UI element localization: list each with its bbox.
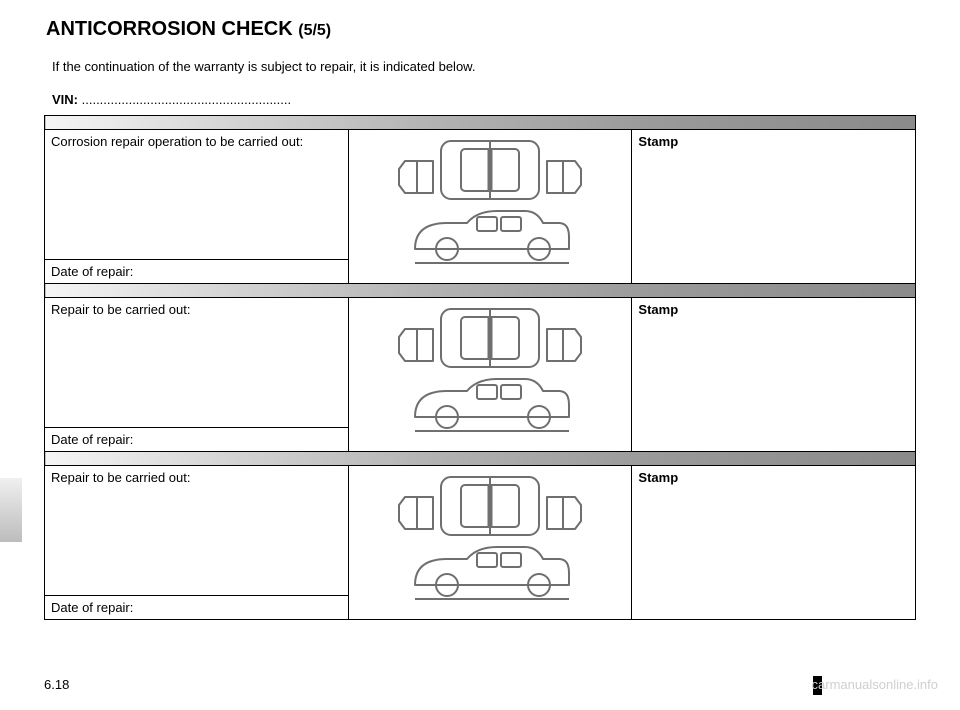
car-diagram-icon — [385, 473, 595, 613]
repair-label-cell: Repair to be carried out: — [45, 298, 349, 428]
section-row: Repair to be carried out: — [45, 466, 916, 596]
intro-text: If the continuation of the warranty is s… — [52, 59, 916, 74]
diagram-cell — [348, 466, 632, 620]
title-part: (5/5) — [298, 22, 331, 39]
repair-label-cell: Corrosion repair operation to be carried… — [45, 130, 349, 260]
date-label-cell: Date of repair: — [45, 260, 349, 284]
page-number: 6.18 — [44, 677, 69, 692]
page-title: ANTICORROSION CHECK (5/5) — [46, 18, 916, 41]
page: ANTICORROSION CHECK (5/5) If the continu… — [0, 0, 960, 710]
side-tab — [0, 478, 22, 542]
divider-row — [45, 116, 916, 130]
car-diagram-icon — [385, 305, 595, 445]
stamp-cell: Stamp — [632, 130, 916, 284]
divider-row — [45, 284, 916, 298]
divider-row — [45, 452, 916, 466]
vin-dots: ........................................… — [82, 92, 292, 107]
diagram-cell — [348, 130, 632, 284]
car-diagram-icon — [385, 137, 595, 277]
stamp-cell: Stamp — [632, 466, 916, 620]
date-label-cell: Date of repair: — [45, 596, 349, 620]
stamp-cell: Stamp — [632, 298, 916, 452]
title-main: ANTICORROSION CHECK — [46, 18, 298, 40]
vin-line: VIN: ...................................… — [52, 92, 916, 107]
repair-label-cell: Repair to be carried out: — [45, 466, 349, 596]
watermark-text: carmanualsonline.info — [812, 677, 938, 692]
diagram-cell — [348, 298, 632, 452]
check-table: Corrosion repair operation to be carried… — [44, 115, 916, 620]
section-row: Repair to be carried out: — [45, 298, 916, 428]
vin-label: VIN: — [52, 92, 82, 107]
section-row: Corrosion repair operation to be carried… — [45, 130, 916, 260]
date-label-cell: Date of repair: — [45, 428, 349, 452]
